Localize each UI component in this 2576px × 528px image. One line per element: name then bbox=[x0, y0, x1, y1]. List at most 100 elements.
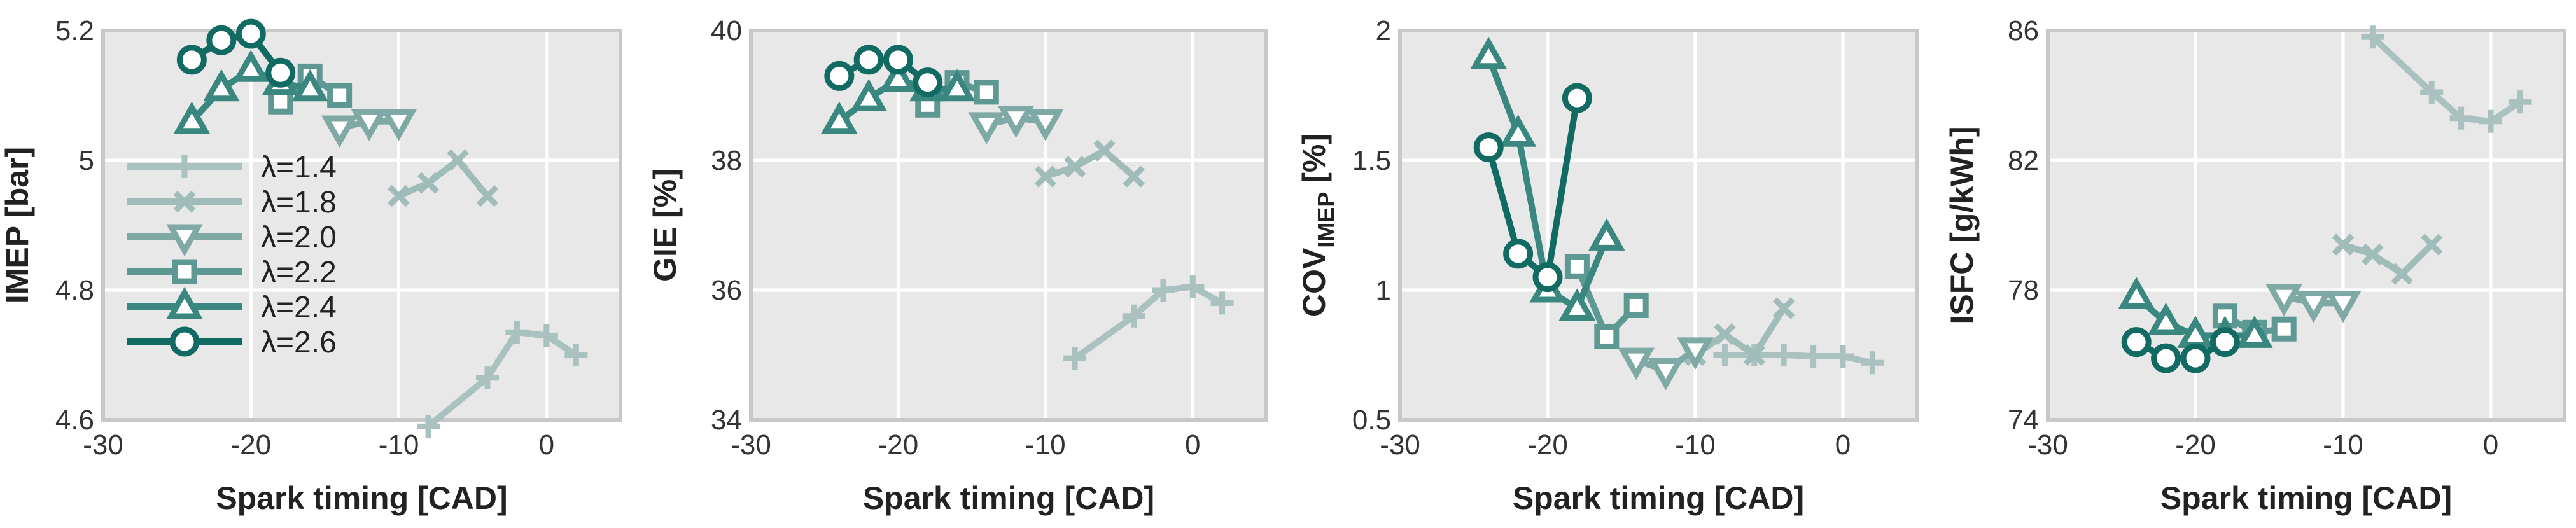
series-lambda-2-6 bbox=[824, 45, 943, 98]
legend-marker bbox=[169, 326, 200, 357]
data-point bbox=[1152, 279, 1175, 302]
data-point bbox=[939, 69, 976, 102]
data-point bbox=[1831, 345, 1854, 368]
x-tick-label: -10 bbox=[379, 429, 419, 461]
data-point bbox=[1027, 109, 1064, 141]
series-lambda-2-6 bbox=[176, 18, 296, 88]
data-point bbox=[1063, 156, 1086, 178]
legend-marker bbox=[166, 286, 203, 319]
data-point bbox=[850, 78, 887, 111]
data-point bbox=[173, 101, 211, 134]
series-lambda-1-4 bbox=[2361, 25, 2532, 133]
y-tick-label: 5 bbox=[79, 145, 94, 176]
data-point bbox=[2509, 90, 2532, 114]
series-lambda-2-6 bbox=[1473, 83, 1592, 293]
x-axis-label: Spark timing [CAD] bbox=[863, 480, 1154, 516]
x-axis-label: Spark timing [CAD] bbox=[1513, 480, 1804, 516]
data-point bbox=[2118, 277, 2155, 309]
data-point bbox=[1210, 291, 1234, 315]
data-point bbox=[1558, 288, 1596, 321]
data-point bbox=[2121, 327, 2152, 358]
data-point bbox=[1743, 344, 1765, 366]
legend-marker bbox=[166, 224, 203, 257]
data-point bbox=[883, 45, 913, 75]
data-point bbox=[475, 366, 499, 389]
x-tick-label: -20 bbox=[2175, 429, 2216, 461]
series-line bbox=[2342, 241, 2434, 277]
y-tick-label: 40 bbox=[711, 15, 742, 46]
legend-item-lambda-2-2: λ=2.2 bbox=[127, 256, 337, 289]
data-point bbox=[1499, 115, 1537, 147]
data-point bbox=[997, 106, 1035, 138]
data-point bbox=[2449, 106, 2473, 130]
data-point bbox=[417, 172, 440, 194]
y-tick-label: 2 bbox=[1376, 15, 1391, 46]
data-point bbox=[2180, 343, 2211, 373]
series-line bbox=[1485, 97, 1581, 281]
data-point bbox=[824, 60, 855, 91]
y-tick-label: 5.2 bbox=[55, 15, 94, 46]
data-point bbox=[351, 109, 388, 141]
series-lambda-1-4 bbox=[1063, 275, 1234, 370]
data-point bbox=[2265, 284, 2302, 317]
data-point bbox=[2421, 233, 2443, 256]
x-tick-label: -30 bbox=[83, 429, 123, 461]
y-axis-label: GIE [%] bbox=[647, 169, 683, 282]
data-point bbox=[1647, 358, 1684, 391]
plot-frame bbox=[2046, 29, 2566, 422]
data-point bbox=[821, 101, 858, 134]
data-point bbox=[417, 415, 440, 438]
y-tick-label: 82 bbox=[2008, 145, 2039, 176]
data-point bbox=[2147, 302, 2185, 335]
y-axis-label: COVIMEP [%] bbox=[1296, 134, 1339, 317]
data-point bbox=[1532, 262, 1563, 293]
data-point bbox=[2271, 316, 2297, 342]
data-point bbox=[2362, 243, 2384, 266]
data-point bbox=[564, 344, 588, 366]
x-tick-label: 0 bbox=[539, 429, 554, 461]
x-tick-label: -10 bbox=[2323, 429, 2363, 461]
legend-label: λ=2.4 bbox=[261, 291, 337, 324]
data-point bbox=[1093, 139, 1116, 162]
data-point bbox=[1714, 323, 1736, 345]
panel-cov: -30 -20 -10 0 0.5 1 1.5 2 Spark timing [CAD] COVI… bbox=[1296, 15, 1919, 516]
series-line bbox=[1693, 306, 1787, 358]
data-point bbox=[1181, 275, 1205, 298]
data-point bbox=[1503, 239, 1534, 269]
data-point bbox=[1034, 165, 1057, 188]
x-tick-label: -10 bbox=[1675, 429, 1716, 461]
data-point bbox=[974, 80, 999, 105]
series-lambda-2-6 bbox=[2121, 327, 2240, 373]
plot-area bbox=[2048, 31, 2565, 420]
plot-frame bbox=[749, 29, 1268, 422]
x-axis-label: Spark timing [CAD] bbox=[216, 480, 507, 516]
data-point bbox=[913, 67, 943, 98]
data-point bbox=[447, 149, 469, 172]
data-point bbox=[2295, 290, 2332, 323]
data-point bbox=[291, 69, 328, 102]
legend-marker bbox=[173, 190, 196, 213]
data-point bbox=[1713, 344, 1737, 366]
data-point bbox=[1122, 304, 1145, 328]
data-point bbox=[380, 109, 417, 141]
series-lambda-1-8 bbox=[1034, 139, 1145, 188]
series-lambda-1-8 bbox=[2332, 233, 2443, 285]
data-point bbox=[879, 59, 917, 92]
data-point bbox=[2236, 316, 2273, 348]
data-point bbox=[1802, 345, 1825, 368]
legend-item-lambda-1-4: λ=1.4 bbox=[127, 151, 337, 184]
data-point bbox=[853, 45, 884, 75]
legend: λ=1.4λ=1.8λ=2.0λ=2.2λ=2.4λ=2.6 bbox=[127, 151, 337, 359]
y-tick-label: 4.6 bbox=[55, 405, 94, 436]
data-point bbox=[2361, 25, 2384, 49]
data-point bbox=[2151, 343, 2181, 373]
y-tick-label: 0.5 bbox=[1352, 405, 1391, 436]
data-point bbox=[968, 112, 1005, 145]
data-point bbox=[1564, 254, 1590, 279]
data-point bbox=[268, 89, 293, 115]
legend-label: λ=1.4 bbox=[261, 151, 337, 184]
y-tick-label: 36 bbox=[711, 275, 742, 306]
data-point bbox=[2479, 109, 2502, 133]
y-tick-label: 74 bbox=[2008, 405, 2039, 436]
